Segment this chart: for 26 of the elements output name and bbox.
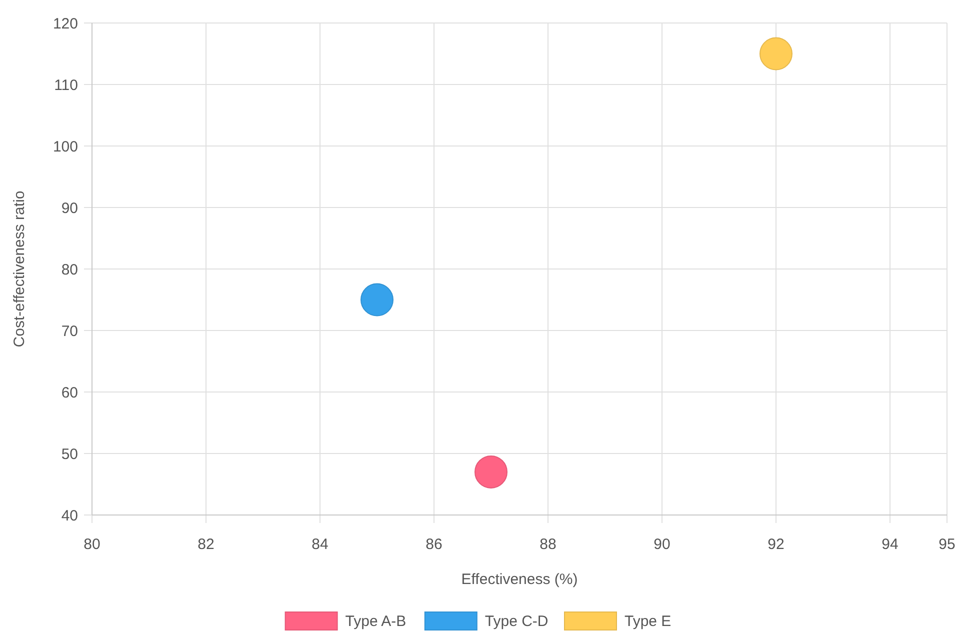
x-tick-label: 86 [426,536,442,553]
y-tick-label: 90 [61,200,78,217]
point [760,37,792,70]
y-axis-title: Cost-effectiveness ratio [11,190,28,348]
y-tick-label: 50 [61,446,78,463]
y-tick-label: 60 [61,384,78,402]
y-tick-label: 40 [61,507,78,524]
y-tick-label: 110 [54,76,78,94]
x-tick-label: 82 [198,536,214,553]
x-tick-label: 92 [768,536,784,553]
legend-label: Type C-D [484,613,548,630]
point [474,455,508,488]
y-tick-label: 80 [61,261,78,278]
y-tick-label: 70 [61,322,78,340]
x-tick-label: 88 [540,536,556,553]
x-tick-label: 95 [938,536,956,553]
x-tick-label: 80 [84,536,100,553]
legend-label: Type A-B [345,613,406,630]
point [360,283,394,316]
x-tick-label: 94 [882,536,898,553]
y-tick-label: 120 [52,15,78,32]
x-tick-label: 84 [312,536,328,553]
y-tick-label: 100 [52,138,78,156]
x-axis-title: Effectiveness (%) [461,571,578,588]
legend-label: Type E [624,613,672,630]
x-tick-label: 90 [654,536,670,553]
